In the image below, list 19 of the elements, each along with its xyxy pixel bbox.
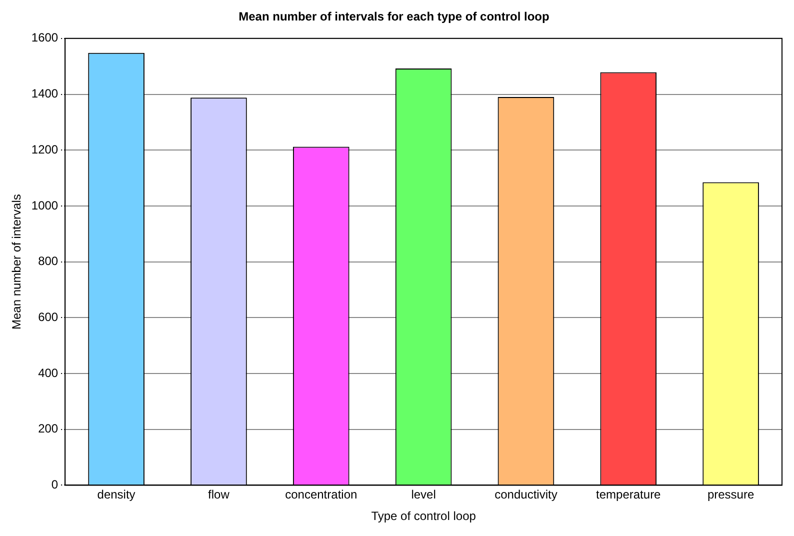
y-tick-label: 800 xyxy=(38,254,58,268)
x-tick-label: flow xyxy=(208,488,230,502)
x-axis-title: Type of control loop xyxy=(371,509,476,524)
y-tick-label: 600 xyxy=(38,310,58,324)
x-tick-label: density xyxy=(97,488,136,502)
y-tick-label: 400 xyxy=(38,366,58,380)
x-tick-label: pressure xyxy=(707,488,754,502)
y-tick-label: 1000 xyxy=(31,198,58,212)
x-tick-label: concentration xyxy=(285,488,358,502)
y-tick-label: 0 xyxy=(51,478,58,492)
y-tick-label: 1600 xyxy=(31,30,58,45)
chart-title: Mean number of intervals for each type of control loop xyxy=(238,10,550,24)
x-tick-label: temperature xyxy=(596,488,662,502)
y-tick-label: 1400 xyxy=(31,86,58,101)
y-tick-label: 1200 xyxy=(31,142,58,156)
y-axis-title: Mean number of intervals xyxy=(10,194,24,330)
x-tick-label: level xyxy=(411,488,436,502)
y-tick-label: 200 xyxy=(38,422,58,436)
x-tick-label: conductivity xyxy=(494,488,558,502)
